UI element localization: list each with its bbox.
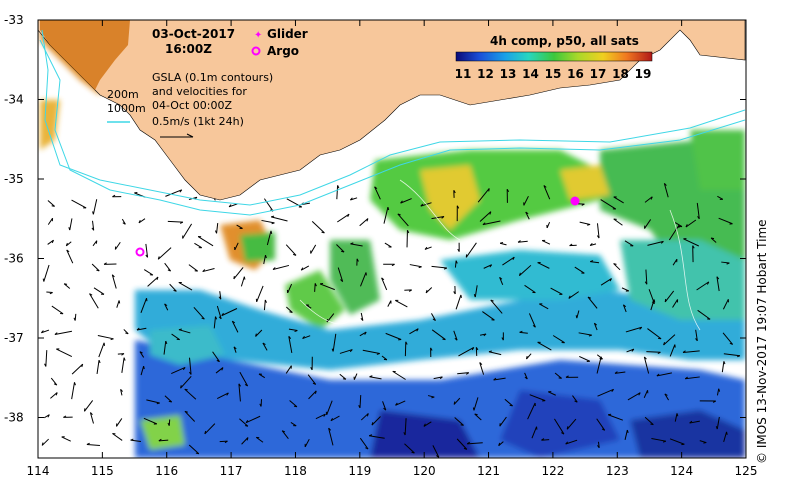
x-tick-label: 123 — [606, 464, 629, 478]
map-date: 03-Oct-2017 — [152, 27, 235, 41]
glider-icon: ✦ — [254, 30, 262, 41]
x-axis: 114 115 116 117 118 119 120 121 122 123 124 125 — [27, 20, 758, 478]
isobath-contours — [39, 29, 746, 216]
x-tick-label: 115 — [91, 464, 114, 478]
glider-label: Glider — [267, 27, 308, 41]
gsla-line2: and velocities for — [152, 85, 247, 98]
x-tick-label: 116 — [155, 464, 178, 478]
y-tick-label: -36 — [4, 252, 24, 266]
gsla-line1: GSLA (0.1m contours) — [152, 71, 273, 84]
sst-field — [40, 20, 745, 458]
x-tick-label: 118 — [284, 464, 307, 478]
x-tick-label: 124 — [670, 464, 693, 478]
gsla-contours — [299, 179, 701, 331]
argo-label: Argo — [267, 44, 299, 58]
y-tick-label: -34 — [4, 93, 24, 107]
y-tick-label: -38 — [4, 411, 24, 425]
warm-coastal-patch — [40, 20, 130, 90]
colorbar — [455, 51, 653, 62]
credit-text: © IMOS 13-Nov-2017 19:07 Hobart Time — [755, 219, 769, 464]
x-tick-label: 125 — [735, 464, 758, 478]
y-tick-label: -35 — [4, 172, 24, 186]
argo-marker-1 — [135, 247, 145, 257]
velocity-arrows — [41, 183, 741, 458]
scale-label: 0.5m/s (1kt 24h) — [152, 115, 244, 128]
colorbar-tick: 14 — [522, 67, 539, 81]
x-tick-label: 120 — [413, 464, 436, 478]
depth-200-label: 200m — [107, 88, 139, 101]
x-tick-label: 119 — [348, 464, 371, 478]
x-tick-label: 114 — [27, 464, 50, 478]
colorbar-title: 4h comp, p50, all sats — [490, 34, 639, 48]
y-tick-label: -33 — [4, 13, 24, 27]
colorbar-tick: 17 — [590, 67, 607, 81]
colorbar-tick: 16 — [567, 67, 584, 81]
x-tick-label: 117 — [220, 464, 243, 478]
scale-arrow — [160, 133, 194, 138]
y-tick-label: -37 — [4, 331, 24, 345]
colorbar-tick: 12 — [477, 67, 494, 81]
x-tick-label: 122 — [541, 464, 564, 478]
map-time: 16:00Z — [165, 42, 212, 56]
colorbar-ticks: 11 12 13 14 15 16 17 18 19 — [455, 67, 652, 81]
colorbar-tick: 18 — [612, 67, 629, 81]
colorbar-tick: 11 — [455, 67, 472, 81]
gsla-line3: 04-Oct 00:00Z — [152, 99, 232, 112]
colorbar-tick: 15 — [545, 67, 562, 81]
argo-icon — [251, 46, 261, 56]
y-axis: -33 -34 -35 -36 -37 -38 — [4, 13, 746, 425]
colorbar-tick: 13 — [500, 67, 517, 81]
argo-marker-2 — [570, 196, 580, 206]
x-tick-label: 121 — [477, 464, 500, 478]
colorbar-tick: 19 — [635, 67, 652, 81]
depth-1000-label: 1000m — [107, 102, 146, 115]
